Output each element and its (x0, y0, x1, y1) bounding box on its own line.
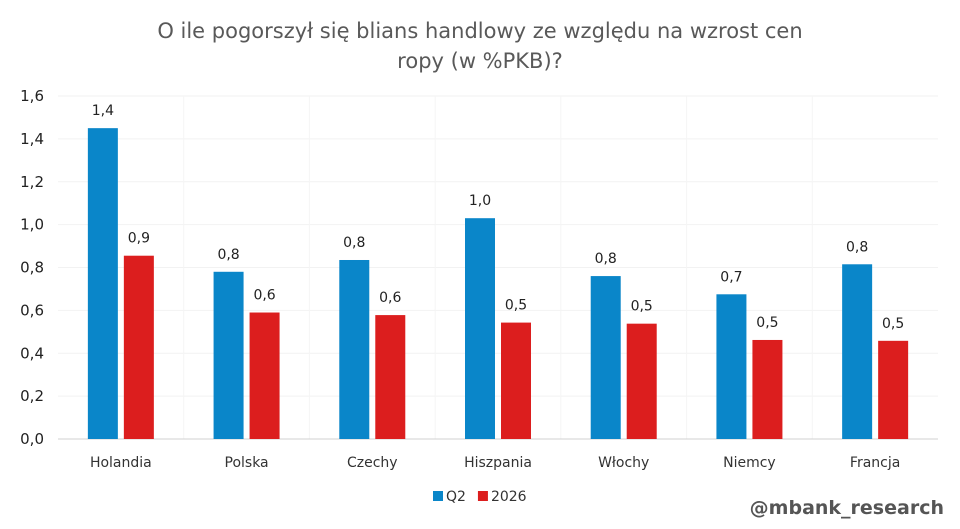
bar-q2-włochy (590, 276, 621, 439)
x-tick-label: Polska (225, 455, 269, 471)
bar-q2-polska (213, 271, 244, 439)
bar-2026-polska (249, 312, 280, 439)
data-label: 0,5 (505, 298, 527, 314)
y-tick-label: 0,0 (20, 430, 44, 448)
data-label: 0,9 (128, 231, 150, 247)
data-label: 1,4 (92, 103, 114, 119)
x-tick-label: Włochy (598, 455, 649, 471)
y-tick-label: 0,4 (20, 344, 44, 362)
y-tick-label: 0,6 (20, 301, 44, 319)
bar-q2-hiszpania (465, 218, 495, 439)
x-tick-label: Hiszpania (464, 455, 532, 471)
y-tick-label: 1,6 (20, 87, 44, 105)
bar-2026-niemcy (752, 339, 783, 439)
legend-label: 2026 (491, 489, 527, 505)
watermark: @mbank_research (750, 497, 944, 519)
legend: Q2 2026 (433, 489, 527, 505)
x-tick-label: Niemcy (723, 455, 776, 471)
bar-q2-holandia (87, 128, 118, 439)
data-label: 0,8 (595, 251, 617, 267)
bar-q2-czechy (339, 259, 370, 439)
legend-swatch (433, 491, 443, 501)
legend-label: Q2 (446, 489, 466, 505)
data-label: 0,5 (882, 316, 904, 332)
data-label: 0,6 (253, 288, 275, 304)
x-tick-label: Czechy (347, 455, 398, 471)
bar-2026-czechy (375, 315, 406, 439)
x-tick-label: Holandia (90, 455, 152, 471)
data-label: 0,7 (720, 269, 742, 285)
bar-2026-hiszpania (501, 322, 531, 439)
chart-title-line-2: ropy (w %PKB)? (397, 49, 563, 73)
data-label: 0,8 (217, 247, 239, 263)
y-tick-label: 1,0 (20, 216, 44, 234)
chart-title-line-1: O ile pogorszył się blians handlowy ze w… (157, 19, 802, 43)
legend-swatch (477, 491, 488, 501)
y-tick-label: 0,8 (20, 259, 44, 277)
data-label: 1,0 (469, 193, 491, 209)
x-tick-label: Francja (850, 455, 900, 471)
data-label: 0,8 (846, 239, 868, 255)
data-label: 0,8 (343, 235, 365, 251)
bar-q2-niemcy (716, 294, 747, 439)
bar-2026-włochy (626, 323, 657, 439)
data-label: 0,6 (379, 290, 401, 306)
bar-2026-francja (878, 340, 909, 439)
bar-2026-holandia (123, 255, 154, 439)
data-label: 0,5 (631, 299, 653, 315)
y-tick-label: 1,4 (20, 130, 44, 148)
bar-q2-francja (842, 264, 873, 439)
y-tick-label: 1,2 (20, 173, 44, 191)
data-label: 0,5 (756, 315, 778, 331)
y-tick-label: 0,2 (20, 387, 44, 405)
